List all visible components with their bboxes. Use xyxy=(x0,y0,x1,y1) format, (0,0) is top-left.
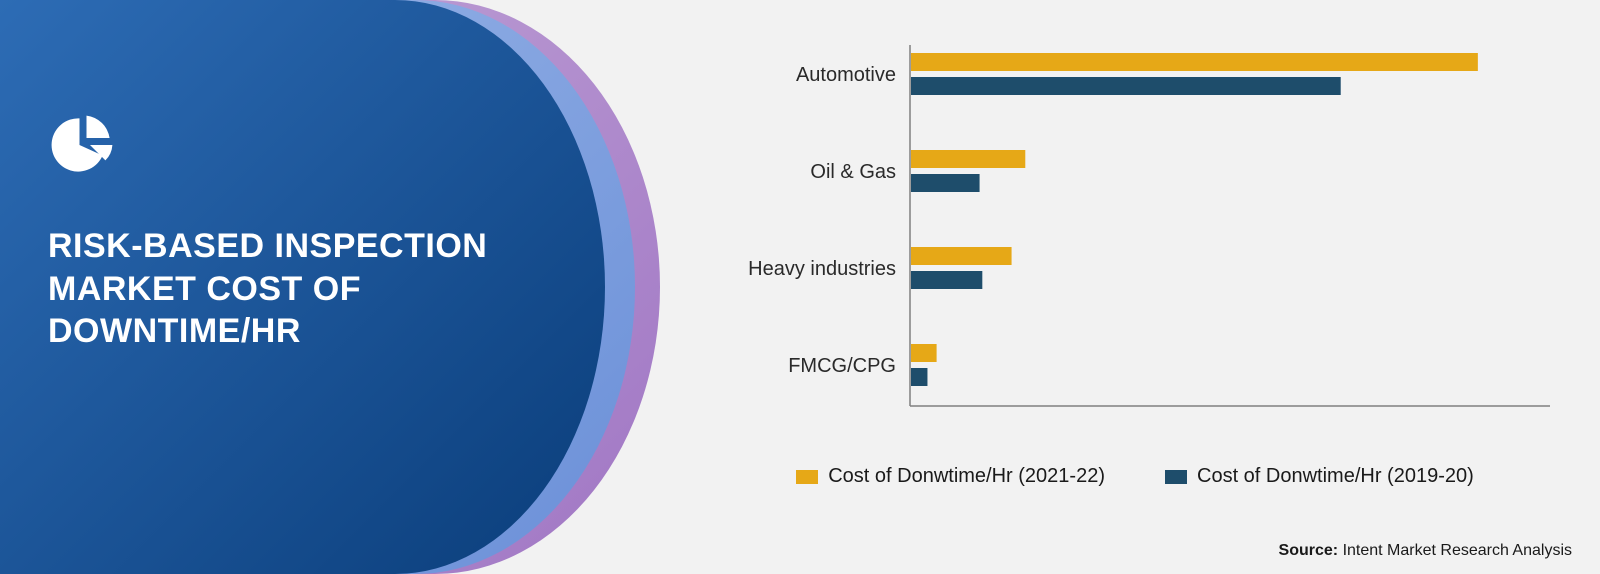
source-label: Source: xyxy=(1279,542,1339,559)
chart-area: Automotive Oil & Gas Heavy industries FMCG/… xyxy=(700,45,1570,445)
category-label: Oil & Gas xyxy=(810,161,896,183)
legend-item: Cost of Donwtime/Hr (2021-22) xyxy=(796,465,1105,488)
source-value: Intent Market Research Analysis xyxy=(1343,542,1572,559)
bar xyxy=(911,271,982,289)
left-panel: RISK-BASED INSPECTION MARKET COST OF DOW… xyxy=(0,0,660,574)
category-label: Heavy industries xyxy=(748,258,896,280)
legend-swatch xyxy=(1165,470,1187,484)
bar xyxy=(911,53,1478,71)
bar xyxy=(911,77,1341,95)
pie-chart-icon xyxy=(48,110,118,180)
bar-chart: Automotive Oil & Gas Heavy industries FMCG/… xyxy=(700,45,1570,445)
page-title: RISK-BASED INSPECTION MARKET COST OF DOW… xyxy=(48,225,488,353)
left-content: RISK-BASED INSPECTION MARKET COST OF DOW… xyxy=(48,110,488,353)
category-label: FMCG/CPG xyxy=(788,355,896,377)
chart-legend: Cost of Donwtime/Hr (2021-22) Cost of Don… xyxy=(700,465,1570,488)
legend-item: Cost of Donwtime/Hr (2019-20) xyxy=(1165,465,1474,488)
legend-label: Cost of Donwtime/Hr (2021-22) xyxy=(828,465,1105,488)
bar xyxy=(911,368,927,386)
bar xyxy=(911,247,1012,265)
legend-label: Cost of Donwtime/Hr (2019-20) xyxy=(1197,465,1474,488)
source-attribution: Source: Intent Market Research Analysis xyxy=(1279,542,1572,560)
bar xyxy=(911,150,1025,168)
bar xyxy=(911,344,937,362)
legend-swatch xyxy=(796,470,818,484)
bar xyxy=(911,174,980,192)
category-label: Automotive xyxy=(796,64,896,86)
